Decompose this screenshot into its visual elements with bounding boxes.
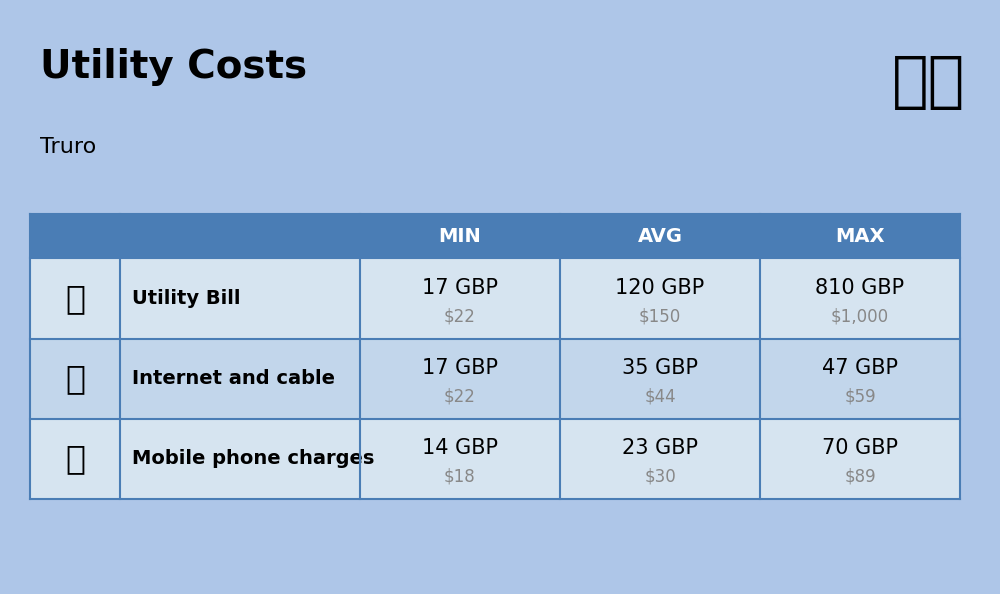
Text: 810 GBP: 810 GBP (815, 278, 905, 298)
FancyBboxPatch shape (120, 339, 360, 419)
Text: $1,000: $1,000 (831, 307, 889, 325)
FancyBboxPatch shape (30, 214, 120, 258)
Text: 23 GBP: 23 GBP (622, 438, 698, 459)
Text: 🔌: 🔌 (65, 282, 85, 315)
Text: $89: $89 (844, 467, 876, 485)
Text: $22: $22 (444, 307, 476, 325)
FancyBboxPatch shape (760, 214, 960, 258)
FancyBboxPatch shape (760, 258, 960, 339)
Text: 70 GBP: 70 GBP (822, 438, 898, 459)
Text: 35 GBP: 35 GBP (622, 358, 698, 378)
Text: MIN: MIN (439, 227, 481, 245)
Text: $30: $30 (644, 467, 676, 485)
Text: Truro: Truro (40, 137, 96, 157)
FancyBboxPatch shape (30, 258, 120, 339)
FancyBboxPatch shape (360, 214, 560, 258)
FancyBboxPatch shape (360, 258, 560, 339)
Text: 📱: 📱 (65, 443, 85, 475)
FancyBboxPatch shape (30, 419, 120, 499)
FancyBboxPatch shape (360, 419, 560, 499)
FancyBboxPatch shape (560, 419, 760, 499)
Text: 47 GBP: 47 GBP (822, 358, 898, 378)
Text: $59: $59 (844, 387, 876, 405)
FancyBboxPatch shape (560, 339, 760, 419)
Text: AVG: AVG (638, 227, 682, 245)
FancyBboxPatch shape (560, 258, 760, 339)
Text: 🇬🇧: 🇬🇧 (892, 53, 965, 112)
FancyBboxPatch shape (120, 419, 360, 499)
Text: 120 GBP: 120 GBP (615, 278, 705, 298)
Text: Mobile phone charges: Mobile phone charges (132, 450, 374, 468)
Text: $150: $150 (639, 307, 681, 325)
Text: MAX: MAX (835, 227, 885, 245)
FancyBboxPatch shape (760, 419, 960, 499)
Text: $18: $18 (444, 467, 476, 485)
FancyBboxPatch shape (360, 339, 560, 419)
FancyBboxPatch shape (760, 339, 960, 419)
FancyBboxPatch shape (120, 258, 360, 339)
Text: 14 GBP: 14 GBP (422, 438, 498, 459)
FancyBboxPatch shape (30, 339, 120, 419)
Text: 17 GBP: 17 GBP (422, 278, 498, 298)
Text: 📡: 📡 (65, 362, 85, 395)
FancyBboxPatch shape (560, 214, 760, 258)
Text: $22: $22 (444, 387, 476, 405)
Text: $44: $44 (644, 387, 676, 405)
Text: 17 GBP: 17 GBP (422, 358, 498, 378)
FancyBboxPatch shape (120, 214, 360, 258)
Text: Internet and cable: Internet and cable (132, 369, 335, 388)
Text: Utility Bill: Utility Bill (132, 289, 240, 308)
Text: Utility Costs: Utility Costs (40, 48, 307, 86)
